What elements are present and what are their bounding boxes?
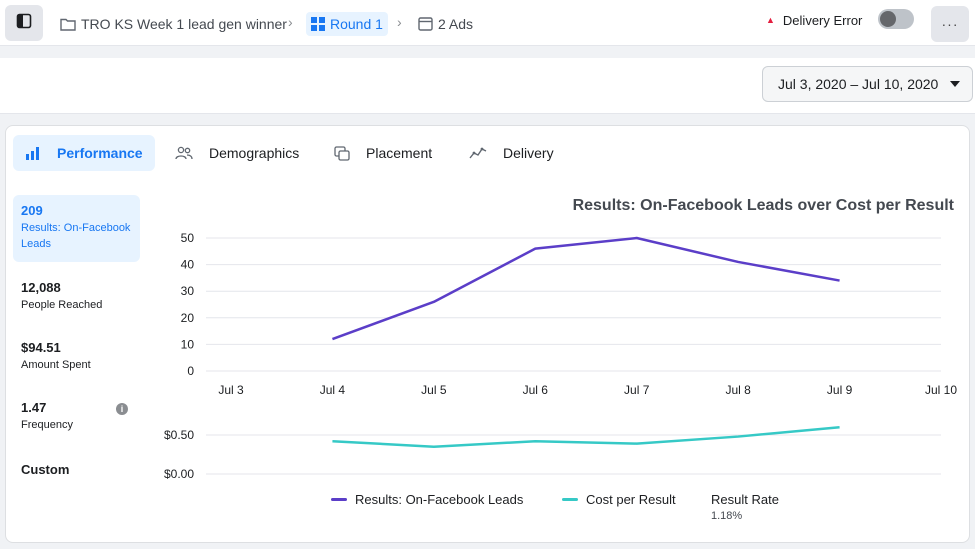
result-rate-value: 1.18% xyxy=(711,510,743,522)
placement-icon xyxy=(334,145,350,161)
date-range-label: Jul 3, 2020 – Jul 10, 2020 xyxy=(778,76,939,92)
breadcrumb-campaign[interactable]: TRO KS Week 1 lead gen winner xyxy=(60,12,287,36)
date-bar: Jul 3, 2020 – Jul 10, 2020 xyxy=(0,58,975,114)
grid-icon xyxy=(311,17,325,31)
x-tick-label: Jul 5 xyxy=(421,383,447,397)
series-line-cost-per-result xyxy=(332,425,840,448)
tab-placement[interactable]: Placement xyxy=(334,135,432,171)
ad-window-icon xyxy=(418,17,433,31)
metric-frequency[interactable]: 1.47 Frequency xyxy=(13,392,140,441)
bar-chart-icon xyxy=(25,146,41,160)
metric-results[interactable]: 209 Results: On-Facebook Leads xyxy=(13,195,140,262)
legend-label: Results: On-Facebook Leads xyxy=(355,492,524,507)
delivery-toggle[interactable] xyxy=(878,9,914,29)
metric-value: 209 xyxy=(21,203,43,218)
delivery-status: ▲ Delivery Error xyxy=(766,12,862,28)
metric-custom[interactable]: Custom xyxy=(13,454,140,485)
metric-value: 12,088 xyxy=(21,280,61,295)
legend-item-results[interactable]: Results: On-Facebook Leads xyxy=(331,492,523,507)
more-icon: ··· xyxy=(941,16,959,32)
legend-swatch xyxy=(562,498,578,501)
folder-icon xyxy=(60,17,76,31)
metric-people-reached[interactable]: 12,088 People Reached xyxy=(13,272,140,321)
chevron-right-icon: › xyxy=(288,14,293,30)
delivery-icon xyxy=(469,146,487,160)
y-tick-label: 50 xyxy=(181,231,195,245)
caret-down-icon xyxy=(950,81,960,87)
sidebar-toggle-button[interactable] xyxy=(5,5,43,41)
metric-label: Amount Spent xyxy=(21,359,91,371)
tab-label: Performance xyxy=(57,145,143,161)
y-tick-label: 30 xyxy=(181,284,195,298)
x-tick-label: Jul 6 xyxy=(523,383,549,397)
metric-label: People Reached xyxy=(21,299,103,311)
y-tick-label: 0 xyxy=(187,364,194,378)
breadcrumb-ads-label: 2 Ads xyxy=(438,16,474,32)
x-tick-label: Jul 8 xyxy=(725,383,751,397)
x-tick-label: Jul 4 xyxy=(320,383,346,397)
tab-demographics[interactable]: Demographics xyxy=(175,135,299,171)
legend-label: Result Rate xyxy=(711,492,779,507)
tab-label: Delivery xyxy=(503,145,554,161)
metric-value: Custom xyxy=(21,462,70,477)
legend-label: Cost per Result xyxy=(586,492,676,507)
series-line-results xyxy=(331,236,840,341)
tab-label: Demographics xyxy=(209,145,300,161)
breadcrumb-ad-set[interactable]: Round 1 xyxy=(306,12,388,36)
metric-label: Results: On-Facebook Leads xyxy=(21,222,131,250)
more-options-button[interactable]: ··· xyxy=(931,6,969,42)
y-tick-label: $0.50 xyxy=(164,428,194,442)
legend-item-cost[interactable]: Cost per Result xyxy=(562,492,676,507)
people-icon xyxy=(175,146,193,160)
info-icon[interactable]: i xyxy=(116,403,128,415)
tab-label: Placement xyxy=(366,145,433,161)
metric-amount-spent[interactable]: $94.51 Amount Spent xyxy=(13,332,140,381)
y-tick-label: 10 xyxy=(181,337,195,351)
chart-title: Results: On-Facebook Leads over Cost per… xyxy=(572,197,954,214)
insights-panel: Performance Demographics Placement Deliv… xyxy=(5,125,970,543)
metric-label: Frequency xyxy=(21,419,73,431)
line-chart: 0 10 20 30 40 50 Jul 3 Jul 4 Jul 5 Jul 6 Jul 7 Jul … xyxy=(164,231,957,481)
x-tick-label: Jul 9 xyxy=(827,383,853,397)
legend-item-result-rate[interactable]: Result Rate 1.18% xyxy=(711,492,779,522)
breadcrumb-ads[interactable]: 2 Ads xyxy=(418,12,473,36)
tab-delivery[interactable]: Delivery xyxy=(469,135,554,171)
breadcrumb-ad-set-label: Round 1 xyxy=(330,16,383,32)
y-tick-label: 40 xyxy=(181,258,195,272)
warning-icon: ▲ xyxy=(766,15,775,25)
y-tick-label: $0.00 xyxy=(164,467,194,481)
breadcrumb-campaign-label: TRO KS Week 1 lead gen winner xyxy=(81,16,287,32)
tab-performance[interactable]: Performance xyxy=(13,135,155,171)
toggle-knob xyxy=(880,11,896,27)
x-tick-label: Jul 7 xyxy=(624,383,650,397)
metric-value: $94.51 xyxy=(21,340,61,355)
top-bar: TRO KS Week 1 lead gen winner › Round 1 … xyxy=(0,0,975,46)
delivery-status-label: Delivery Error xyxy=(782,12,863,28)
x-tick-label: Jul 3 xyxy=(218,383,244,397)
legend-swatch xyxy=(331,498,347,501)
sidebar-icon xyxy=(16,13,32,34)
y-tick-label: 20 xyxy=(181,311,195,325)
x-tick-label: Jul 10 xyxy=(925,383,957,397)
metric-value: 1.47 xyxy=(21,400,47,415)
date-range-picker[interactable]: Jul 3, 2020 – Jul 10, 2020 xyxy=(762,66,973,102)
chevron-right-icon: › xyxy=(397,14,402,30)
